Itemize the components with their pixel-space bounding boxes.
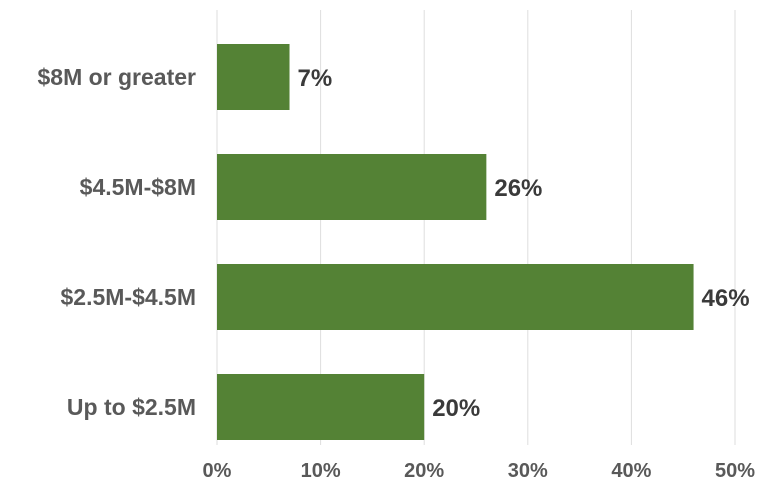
category-labels: $8M or greater $4.5M-$8M $2.5M-$4.5M Up to … [37, 64, 196, 420]
x-tick-label: 40% [611, 460, 651, 482]
bar [217, 264, 694, 330]
category-label: $4.5M-$8M [80, 174, 196, 200]
data-label: 26% [494, 175, 542, 202]
data-label: 7% [298, 65, 333, 92]
gridlines [216, 10, 736, 445]
x-axis-tick-labels: 0% 10% 20% 30% 40% 50% [203, 460, 756, 482]
x-tick-label: 0% [203, 460, 232, 482]
x-tick-label: 20% [404, 460, 444, 482]
x-tick-label: 50% [715, 460, 755, 482]
data-label: 20% [432, 395, 480, 422]
x-tick-label: 10% [301, 460, 341, 482]
bar [217, 374, 425, 440]
category-label: $8M or greater [37, 64, 196, 90]
category-label: Up to $2.5M [67, 394, 196, 420]
bar [217, 154, 487, 220]
data-label: 46% [702, 285, 750, 312]
category-label: $2.5M-$4.5M [60, 284, 196, 310]
bar [217, 44, 290, 110]
x-tick-label: 30% [508, 460, 548, 482]
bars [217, 44, 694, 440]
data-labels: 7% 26% 46% 20% [298, 65, 750, 422]
